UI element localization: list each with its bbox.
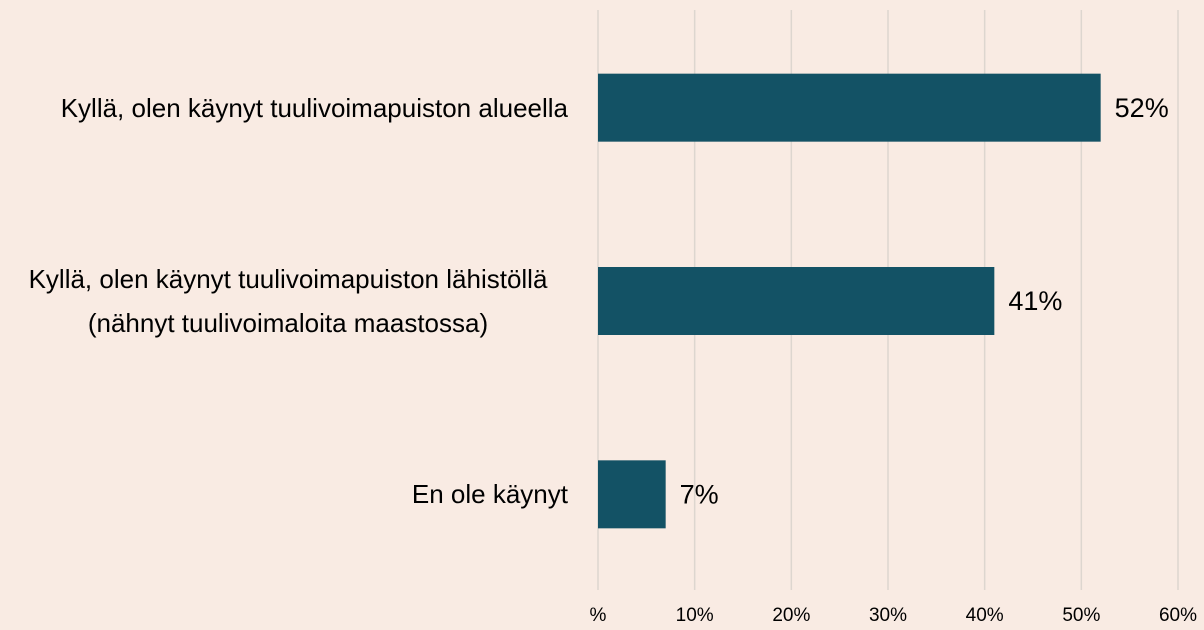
- x-tick-label: 60%: [1159, 605, 1197, 626]
- category-label-box: Kyllä, olen käynyt tuulivoimapuiston läh…: [0, 204, 568, 397]
- category-label-box: En ole käynyt: [0, 398, 568, 591]
- bar: [598, 460, 666, 529]
- x-tick-label: 10%: [676, 605, 714, 626]
- category-label-box: Kyllä, olen käynyt tuulivoimapuiston alu…: [0, 11, 568, 204]
- x-tick-label: 50%: [1062, 605, 1100, 626]
- data-label: 41%: [1008, 286, 1062, 316]
- x-tick-label: %: [590, 605, 607, 626]
- x-tick-label: 20%: [772, 605, 810, 626]
- x-tick-label: 40%: [966, 605, 1004, 626]
- data-label: 52%: [1115, 93, 1169, 123]
- bar: [598, 73, 1101, 142]
- category-label: Kyllä, olen käynyt tuulivoimapuiston läh…: [28, 263, 548, 338]
- category-label: Kyllä, olen käynyt tuulivoimapuiston alu…: [60, 92, 568, 123]
- x-tick-label: 30%: [869, 605, 907, 626]
- category-label: En ole käynyt: [411, 479, 568, 510]
- data-label: 7%: [680, 479, 719, 509]
- bar: [598, 267, 995, 335]
